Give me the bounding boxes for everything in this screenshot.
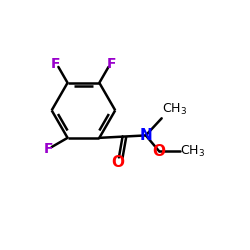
Text: F: F [43,142,53,156]
Text: CH$_3$: CH$_3$ [180,144,206,159]
Text: F: F [51,58,60,71]
Text: N: N [140,128,152,143]
Text: O: O [111,155,124,170]
Text: CH$_3$: CH$_3$ [162,102,187,117]
Text: F: F [107,58,116,71]
Text: O: O [153,144,166,159]
